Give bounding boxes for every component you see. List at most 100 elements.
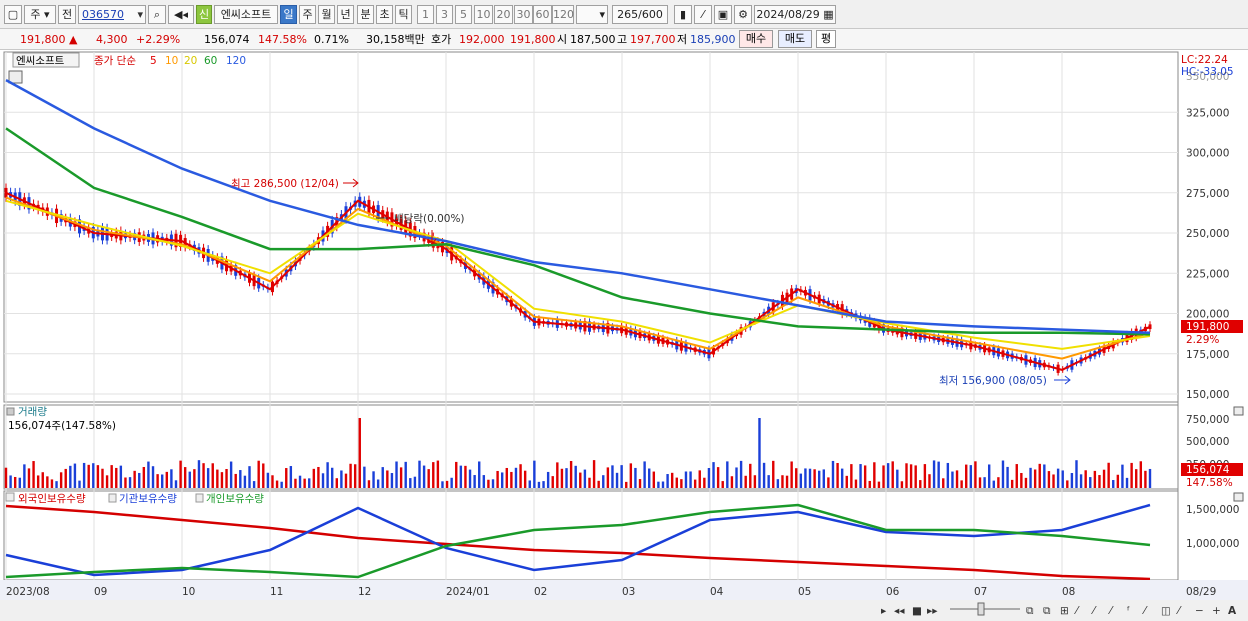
stock-name-field[interactable]: 엔씨소프트 <box>214 5 278 24</box>
minute-5-button[interactable]: 5 <box>455 5 472 24</box>
period-daily-tab[interactable]: 일 <box>280 5 297 24</box>
scroll-right-icon[interactable]: ▸ <box>881 605 887 617</box>
volume-bar <box>197 460 201 488</box>
volume-bar <box>698 470 701 488</box>
cycle-icon[interactable]: ⁄ <box>1142 605 1148 617</box>
panel-handle-icon[interactable] <box>6 407 15 416</box>
period-tick-tab[interactable]: 틱 <box>395 5 412 24</box>
volume-bar <box>1107 462 1110 488</box>
cursor-icon[interactable]: ⁄ <box>1108 605 1114 617</box>
crosshair-icon[interactable]: ⊞ <box>1060 605 1069 617</box>
period-yearly-tab[interactable]: 년 <box>337 5 354 24</box>
price-panel[interactable] <box>3 51 1179 403</box>
date-field[interactable]: 2024/08/29 ▦ <box>754 5 836 24</box>
fast-forward-icon[interactable]: ▸▸ <box>927 605 938 617</box>
volume-bar <box>928 474 931 488</box>
trend-line-icon[interactable]: ⁄ <box>1074 605 1080 617</box>
volume-bar <box>519 464 522 488</box>
table-icon[interactable] <box>8 70 23 84</box>
volume-bar <box>165 471 169 488</box>
layout-icon[interactable]: ▢ <box>4 5 22 24</box>
chevron-down-icon[interactable]: ▾ <box>137 8 143 21</box>
zoom-in-icon[interactable]: + <box>1212 605 1221 617</box>
y-tick-label: 325,000 <box>1186 107 1229 119</box>
prev-button[interactable]: 전 <box>58 5 76 24</box>
volume-bar <box>891 461 894 488</box>
volume-bar <box>4 467 8 488</box>
volume-bar <box>1102 469 1106 488</box>
gear-icon[interactable]: ⚙ <box>734 5 752 24</box>
close-icon[interactable] <box>1233 492 1244 502</box>
foreign-holding-label[interactable]: 외국인보유수량 <box>18 493 86 505</box>
sell-button[interactable]: 매도 <box>778 30 812 48</box>
y-tick-label: 275,000 <box>1186 188 1229 200</box>
volume-bar <box>689 471 692 488</box>
average-button[interactable]: 평 <box>816 30 836 48</box>
period-monthly-tab[interactable]: 월 <box>318 5 335 24</box>
ma60-label[interactable]: 60 <box>204 55 217 67</box>
quote-bar: 191,800 ▲ 4,300 +2.29% 156,074 147.58% 0… <box>0 29 1248 50</box>
volume-bar <box>546 471 550 488</box>
institution-holding-label[interactable]: 기관보유수량 <box>119 493 177 505</box>
stop-icon[interactable]: ■ <box>912 605 922 617</box>
search-icon[interactable]: ⌕ <box>148 5 166 24</box>
holding-panel[interactable] <box>3 490 1179 581</box>
volume-value: 156,074 <box>204 33 250 46</box>
minute-10-button[interactable]: 10 <box>474 5 493 24</box>
ruler-icon[interactable]: ⁄ <box>1091 605 1097 617</box>
draw-icon[interactable]: ⁄ <box>694 5 712 24</box>
volume-bar <box>565 468 568 488</box>
copy-icon[interactable]: ⧉ <box>1026 605 1034 617</box>
minute-60-button[interactable]: 60 <box>533 5 552 24</box>
zoom-slider-handle[interactable] <box>977 602 985 616</box>
panel-handle-icon[interactable] <box>5 492 15 502</box>
period-weekly-tab[interactable]: 주 <box>299 5 316 24</box>
volume-bar <box>321 473 325 488</box>
period-minute-tab[interactable]: 분 <box>357 5 374 24</box>
ma10-label[interactable]: 10 <box>165 55 178 67</box>
text-tool-icon[interactable]: ⁄ <box>1176 605 1182 617</box>
sound-icon[interactable]: ◀◂ <box>168 5 194 24</box>
close-icon[interactable] <box>1233 406 1244 416</box>
minute-1-button[interactable]: 1 <box>417 5 434 24</box>
volume-bar <box>381 467 384 488</box>
ma120-label[interactable]: 120 <box>226 55 246 67</box>
buy-button[interactable]: 매수 <box>739 30 773 48</box>
candle-icon[interactable]: ▮ <box>674 5 692 24</box>
change-value: 4,300 <box>96 33 128 46</box>
fibonacci-icon[interactable]: ᶠ <box>1127 605 1130 617</box>
volume-bar <box>496 470 499 488</box>
font-size-icon[interactable]: A <box>1228 605 1237 617</box>
zoom-icon[interactable]: ⧉ <box>1043 605 1051 617</box>
volume-bar <box>183 467 187 488</box>
minute-20-button[interactable]: 20 <box>494 5 513 24</box>
volume-last-pct: 147.58% <box>1186 477 1233 489</box>
ma20-label[interactable]: 20 <box>184 55 197 67</box>
bid-price: 191,800 <box>510 33 556 46</box>
volume-bar <box>620 465 623 488</box>
zoom-out-icon[interactable]: − <box>1195 605 1204 617</box>
period-select[interactable]: 주 ▾ <box>24 5 56 24</box>
minute-120-button[interactable]: 120 <box>552 5 574 24</box>
minute-3-button[interactable]: 3 <box>436 5 453 24</box>
minute-30-button[interactable]: 30 <box>514 5 533 24</box>
volume-bar <box>1130 462 1133 488</box>
custom-period-select[interactable]: ▾ <box>576 5 608 24</box>
calendar-icon[interactable]: ▦ <box>823 8 834 21</box>
up-arrow-icon: ▲ <box>69 33 78 46</box>
count-field[interactable]: 265/600 <box>612 5 668 24</box>
ma5-label[interactable]: 5 <box>150 55 157 67</box>
volume-bar <box>1047 471 1051 488</box>
save-icon[interactable]: ▣ <box>714 5 732 24</box>
x-tick-label: 04 <box>710 586 724 598</box>
eraser-icon[interactable]: ◫ <box>1161 605 1171 617</box>
individual-holding-label[interactable]: 개인보유수량 <box>206 493 264 505</box>
period-second-tab[interactable]: 초 <box>376 5 393 24</box>
stock-code-input[interactable]: 036570 ▾ <box>78 5 146 24</box>
y-tick-label: 200,000 <box>1186 309 1229 321</box>
volume-bar <box>643 461 646 488</box>
volume-bar <box>735 467 738 488</box>
volume-bar <box>767 475 770 488</box>
stock-chart[interactable]: 엔씨소프트 종가 단순 5 10 20 60 120 LC:22.24 HC:-… <box>0 50 1248 621</box>
rewind-icon[interactable]: ◂◂ <box>894 605 905 617</box>
